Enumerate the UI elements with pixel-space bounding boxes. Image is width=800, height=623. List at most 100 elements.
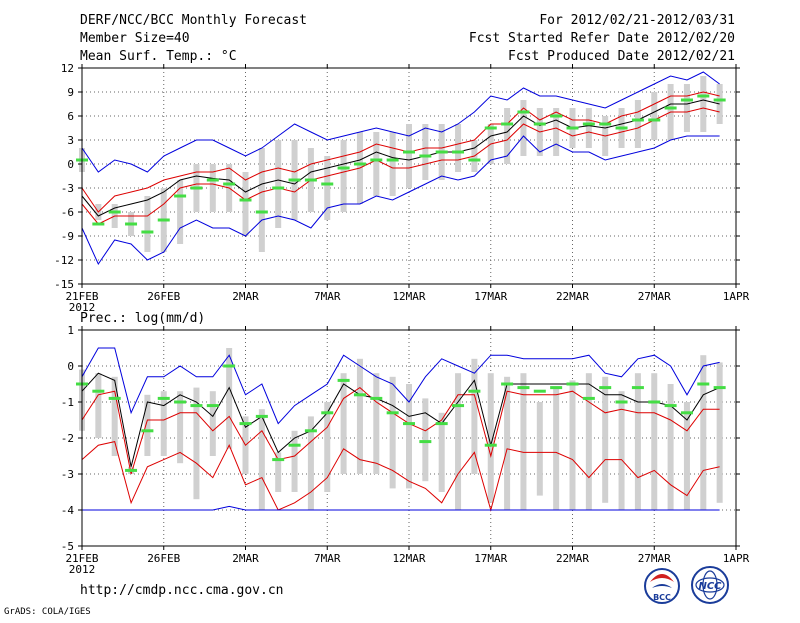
chart1-member-range-box: [340, 373, 347, 474]
chart1-xtick-label: 7MAR: [314, 552, 341, 565]
figure-title: DERF/NCC/BCC Monthly Forecast: [80, 13, 307, 28]
variable-label-precipitation: Prec.: log(mm/d): [80, 311, 205, 326]
ncc-logo-text: NCC: [698, 581, 722, 592]
chart0-ytick-label: 9: [67, 86, 74, 99]
chart1-member-range-box: [536, 402, 543, 496]
chart1-series-lower-band: [81, 441, 720, 512]
chart0-member-range-box: [258, 148, 265, 252]
chart0-series-max-envelope: [81, 71, 720, 173]
chart1-xtick-label: 21FEB: [65, 552, 98, 565]
chart0-ytick-label: -9: [61, 230, 74, 243]
chart0-xtick-label: 21FEB: [65, 290, 98, 303]
ncc-logo-orbit: [695, 577, 725, 593]
chart0-ytick-label: 3: [67, 134, 74, 147]
chart1-series-upper-band: [81, 386, 720, 475]
chart0-member-range-box: [634, 100, 641, 148]
chart0-ytick-label: -3: [61, 182, 74, 195]
chart1-member-range-box: [177, 391, 184, 464]
chart0-member-range-box: [455, 124, 462, 172]
chart0-year-label: 2012: [69, 301, 96, 314]
chart1-member-range-box: [406, 384, 412, 489]
chart0-member-range-box: [177, 180, 184, 244]
chart0-ytick-label: 12: [61, 62, 74, 75]
variable-label-temperature: Mean Surf. Temp.: °C: [80, 49, 237, 64]
chart1-xtick-label: 26FEB: [147, 552, 180, 565]
chart1-member-range-box: [389, 376, 396, 489]
chart1-member-range-box: [667, 384, 674, 510]
chart0-xtick-label: 12MAR: [392, 290, 425, 303]
chart0-xtick-label: 7MAR: [314, 290, 341, 303]
chart1-ytick-label: 0: [67, 360, 74, 373]
ncc-logo: NCC: [691, 566, 729, 604]
chart1-member-range-box: [438, 412, 445, 492]
ncc-logo-ring: [691, 566, 729, 604]
chart0-member-range-box: [324, 156, 331, 220]
chart0-member-range-box: [275, 140, 282, 228]
chart1-member-range-box: [569, 380, 576, 510]
chart0-xtick-label: 2MAR: [232, 290, 259, 303]
chart1-xtick-label: 1APR: [723, 552, 750, 565]
chart0-xtick-label: 17MAR: [474, 290, 507, 303]
chart1-member-range-box: [520, 373, 527, 510]
bcc-logo-text: BCC: [653, 593, 671, 602]
chart0-member-range-box: [406, 124, 412, 188]
chart1-member-range-box: [634, 373, 641, 510]
chart1-member-range-box: [226, 348, 233, 449]
chart1-member-range-box: [111, 376, 118, 456]
member-size: Member Size=40: [80, 31, 190, 46]
chart1-ytick-label: 1: [67, 324, 74, 337]
chart0-ytick-label: 0: [67, 158, 74, 171]
chart1-member-range-box: [585, 373, 592, 510]
chart1-ytick-label: -2: [61, 432, 74, 445]
chart0-member-range-box: [373, 132, 380, 196]
chart0-xtick-label: 26FEB: [147, 290, 180, 303]
chart1-member-range-box: [307, 416, 314, 510]
chart0-member-range-box: [389, 132, 396, 196]
chart0-series-ensemble-mean: [81, 99, 720, 217]
chart1-member-range-box: [373, 373, 380, 474]
bcc-logo-swirl-blue: [652, 584, 672, 588]
chart1-ytick-label: -4: [61, 504, 75, 517]
chart1-member-range-box: [700, 355, 707, 510]
chart0-member-range-box: [242, 172, 249, 236]
chart1-xtick-label: 17MAR: [474, 552, 507, 565]
chart1-member-range-box: [683, 402, 690, 510]
chart0-member-range-box: [700, 76, 707, 132]
chart1-series-ensemble-mean: [81, 372, 720, 467]
chart1-member-range-box: [422, 398, 429, 482]
chart1-member-range-box: [356, 358, 363, 474]
chart0-series-lower-band: [81, 107, 720, 225]
chart0-xtick-label: 1APR: [723, 290, 750, 303]
chart1-series-max-envelope: [81, 347, 720, 425]
chart0-series-min-envelope: [81, 135, 720, 266]
chart1-member-range-box: [504, 376, 511, 510]
chart0-member-range-box: [683, 84, 690, 132]
chart0-member-range-box: [585, 108, 592, 148]
chart1-member-range-box: [193, 387, 200, 500]
chart1-member-range-box: [553, 387, 560, 510]
bcc-logo: BCC: [644, 568, 680, 604]
chart1-year-label: 2012: [69, 563, 96, 576]
chart0-member-range-box: [144, 196, 151, 252]
chart0-ytick-label: -6: [61, 206, 74, 219]
chart0-ytick-label: -15: [54, 278, 74, 291]
chart1-member-range-box: [258, 409, 265, 510]
chart0-member-range-box: [209, 164, 216, 212]
chart1-member-range-box: [324, 402, 331, 492]
chart0-member-range-box: [340, 140, 347, 212]
chart0-xtick-label: 22MAR: [556, 290, 589, 303]
chart0-member-range-box: [651, 92, 658, 140]
chart1-member-range-box: [618, 391, 625, 510]
chart1-member-range-box: [471, 358, 478, 474]
forecast-period: For 2012/02/21-2012/03/31: [539, 13, 735, 28]
chart0-member-range-box: [422, 124, 429, 180]
chart1-series-min-envelope: [82, 505, 720, 511]
chart0-member-range-box: [716, 84, 723, 124]
chart1-member-range-box: [275, 452, 282, 492]
chart1-member-range-box: [487, 373, 494, 503]
chart0-xtick-label: 27MAR: [638, 290, 671, 303]
